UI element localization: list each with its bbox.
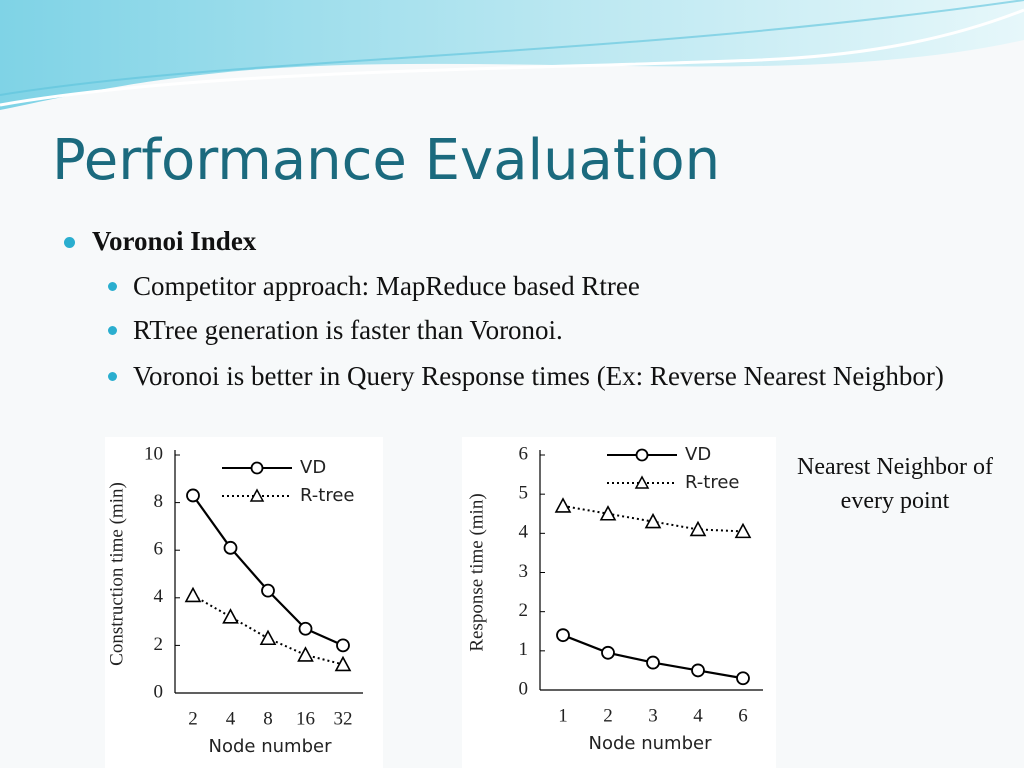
bullet: Voronoi Index — [92, 226, 257, 256]
marker — [556, 628, 570, 643]
sub-bullet: Voronoi is better in Query Response time… — [133, 361, 944, 391]
x-tick-label: 4 — [226, 708, 236, 729]
marker — [646, 655, 660, 670]
y-tick-label: 6 — [154, 539, 164, 560]
y-tick-label: 4 — [154, 586, 164, 607]
chart-background — [105, 437, 383, 768]
x-tick-label: 16 — [296, 708, 315, 729]
y-tick-label: 0 — [519, 678, 529, 699]
legend-marker — [249, 488, 265, 502]
x-tick-label: 2 — [188, 708, 198, 729]
x-tick-label: 3 — [648, 705, 658, 726]
y-tick-label: 3 — [519, 561, 529, 582]
marker — [599, 505, 617, 521]
header-wave — [0, 0, 1024, 110]
legend-label: VD — [300, 457, 326, 478]
legend-label: R-tree — [300, 485, 354, 506]
y-tick-label: 10 — [144, 443, 163, 464]
bullet-dot — [108, 326, 117, 335]
marker — [691, 663, 705, 678]
x-tick-label: 1 — [558, 705, 568, 726]
legend-marker — [634, 475, 650, 489]
y-tick-label: 2 — [154, 634, 164, 655]
marker — [554, 497, 572, 513]
x-tick-label: 6 — [738, 705, 748, 726]
y-axis-label: Construction time (min) — [106, 482, 127, 666]
wave-line — [0, 0, 1024, 96]
marker — [261, 583, 275, 598]
marker — [336, 638, 350, 653]
chart-background — [462, 437, 776, 768]
marker — [736, 671, 750, 686]
marker — [222, 608, 239, 624]
y-tick-label: 5 — [519, 483, 529, 504]
marker — [184, 586, 202, 603]
y-tick-label: 4 — [519, 522, 529, 543]
x-tick-label: 8 — [263, 708, 273, 729]
legend-label: VD — [685, 444, 711, 465]
marker — [297, 646, 314, 662]
y-tick-label: 1 — [519, 639, 529, 660]
x-axis-label: Node number — [209, 736, 333, 757]
x-tick-label: 32 — [334, 708, 353, 729]
x-axis-label: Node number — [589, 733, 713, 754]
marker — [601, 645, 615, 660]
marker — [644, 512, 662, 529]
bullet-dot — [108, 282, 117, 291]
y-tick-label: 8 — [154, 491, 164, 512]
marker — [298, 621, 313, 636]
bullet-dot — [108, 372, 117, 381]
marker — [186, 488, 200, 503]
note: Nearest Neighbor of every point — [797, 454, 993, 514]
y-axis-label: Response time (min) — [466, 493, 487, 651]
wave-line — [0, 8, 1024, 107]
marker — [734, 522, 752, 539]
y-tick-label: 2 — [519, 600, 529, 621]
x-tick-label: 2 — [603, 705, 613, 726]
marker — [334, 655, 352, 672]
legend-marker — [635, 448, 649, 462]
sub-bullet: Competitor approach: MapReduce based Rtr… — [133, 271, 640, 301]
marker — [223, 540, 238, 555]
x-tick-label: 4 — [693, 705, 703, 726]
y-tick-label: 6 — [519, 443, 529, 464]
y-tick-label: 0 — [154, 681, 164, 702]
bullet-dot — [64, 237, 75, 248]
marker — [689, 520, 707, 537]
legend-marker — [250, 461, 264, 475]
slide-title: Performance Evaluation — [52, 128, 721, 193]
sub-bullet: RTree generation is faster than Voronoi. — [133, 315, 563, 345]
legend-label: R-tree — [685, 472, 739, 493]
marker — [259, 629, 277, 646]
